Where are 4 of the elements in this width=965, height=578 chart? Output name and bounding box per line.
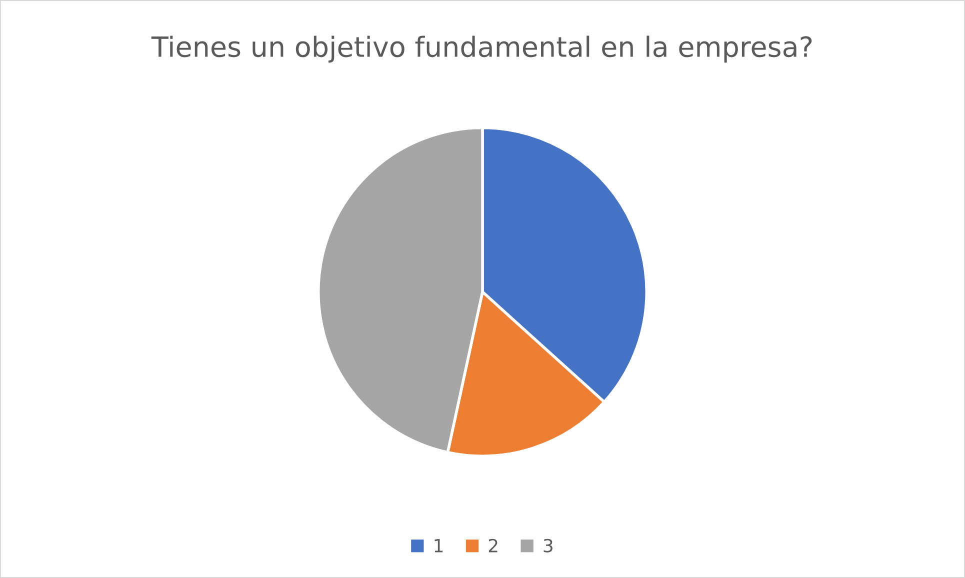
legend-label: 1 — [434, 539, 443, 552]
legend-label: 3 — [544, 538, 552, 552]
chart-title: Tienes un objetivo fundamental en la empresa? — [151, 36, 812, 63]
legend-label: 2 — [488, 538, 498, 552]
